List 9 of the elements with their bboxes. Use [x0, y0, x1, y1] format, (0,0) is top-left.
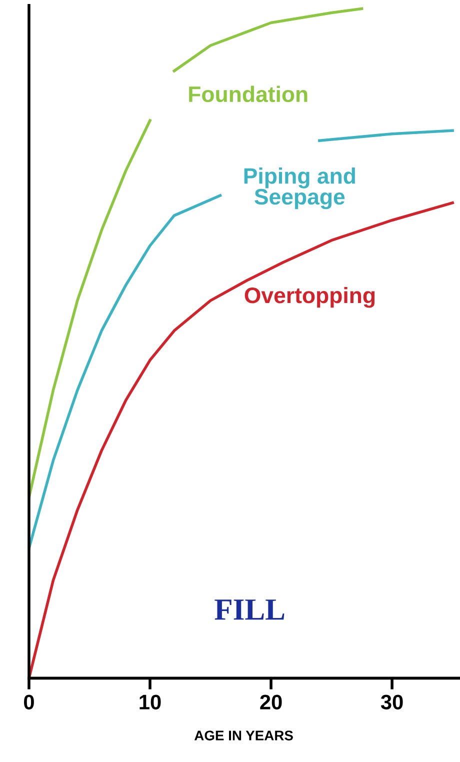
x-tick-label: 10 — [140, 694, 161, 710]
x-axis-title: AGE IN YEARS — [194, 730, 293, 740]
annotation: FILL — [214, 600, 284, 620]
x-tick-label: 20 — [260, 694, 282, 710]
x-tick-label: 30 — [380, 694, 403, 710]
series-label: Overtopping — [244, 286, 375, 308]
series-label: Foundation — [189, 86, 308, 102]
series-label: Piping and Seepage — [244, 168, 355, 210]
x-tick-label: 0 — [24, 694, 34, 710]
